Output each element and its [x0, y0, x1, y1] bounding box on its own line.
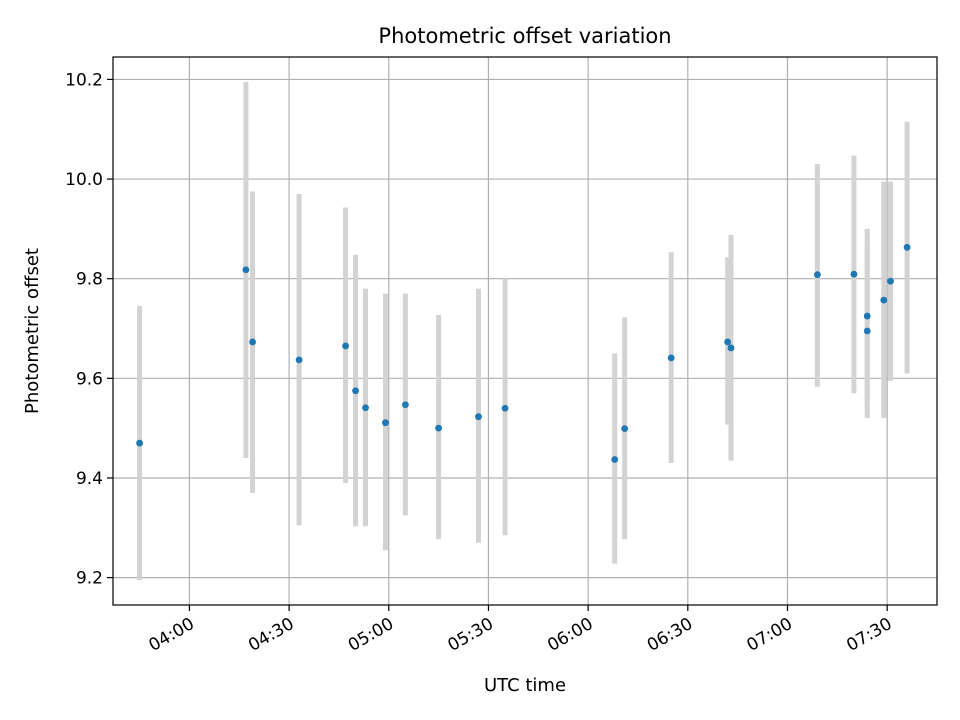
data-point	[611, 456, 619, 463]
data-point	[401, 401, 409, 409]
data-point	[501, 404, 509, 412]
x-axis-label: UTC time	[484, 675, 566, 696]
data-point	[362, 404, 369, 412]
y-tick-label: 10.0	[65, 170, 103, 190]
y-axis-label: Photometric offset	[22, 248, 43, 414]
data-point	[667, 354, 675, 362]
data-point	[621, 425, 629, 433]
data-point	[352, 387, 359, 395]
y-tick-label: 9.4	[76, 469, 103, 489]
data-point	[727, 344, 735, 352]
data-point	[850, 270, 858, 278]
y-tick-label: 9.8	[76, 270, 103, 290]
y-tick-label: 10.2	[65, 70, 103, 90]
data-points	[136, 243, 911, 463]
data-point	[903, 243, 911, 251]
data-point	[863, 327, 871, 335]
data-point	[475, 413, 482, 421]
data-point	[724, 338, 732, 346]
data-point	[136, 439, 143, 447]
data-point	[249, 338, 256, 346]
plot-frame	[112, 56, 938, 606]
data-point	[887, 277, 894, 285]
y-tick-label: 9.6	[76, 369, 103, 389]
y-tick-label: 9.2	[76, 569, 103, 589]
data-point	[382, 419, 389, 427]
data-point	[342, 342, 349, 350]
data-point	[242, 266, 250, 274]
data-point	[813, 271, 821, 279]
y-axis-ticks: 9.2 9.4 9.6 9.8 10.0 10.2	[65, 70, 113, 589]
grid-lines	[113, 57, 937, 605]
data-point	[295, 356, 303, 364]
data-point	[435, 424, 443, 432]
data-point	[880, 296, 888, 304]
chart-title: Photometric offset variation	[378, 24, 671, 48]
data-point	[863, 312, 871, 320]
